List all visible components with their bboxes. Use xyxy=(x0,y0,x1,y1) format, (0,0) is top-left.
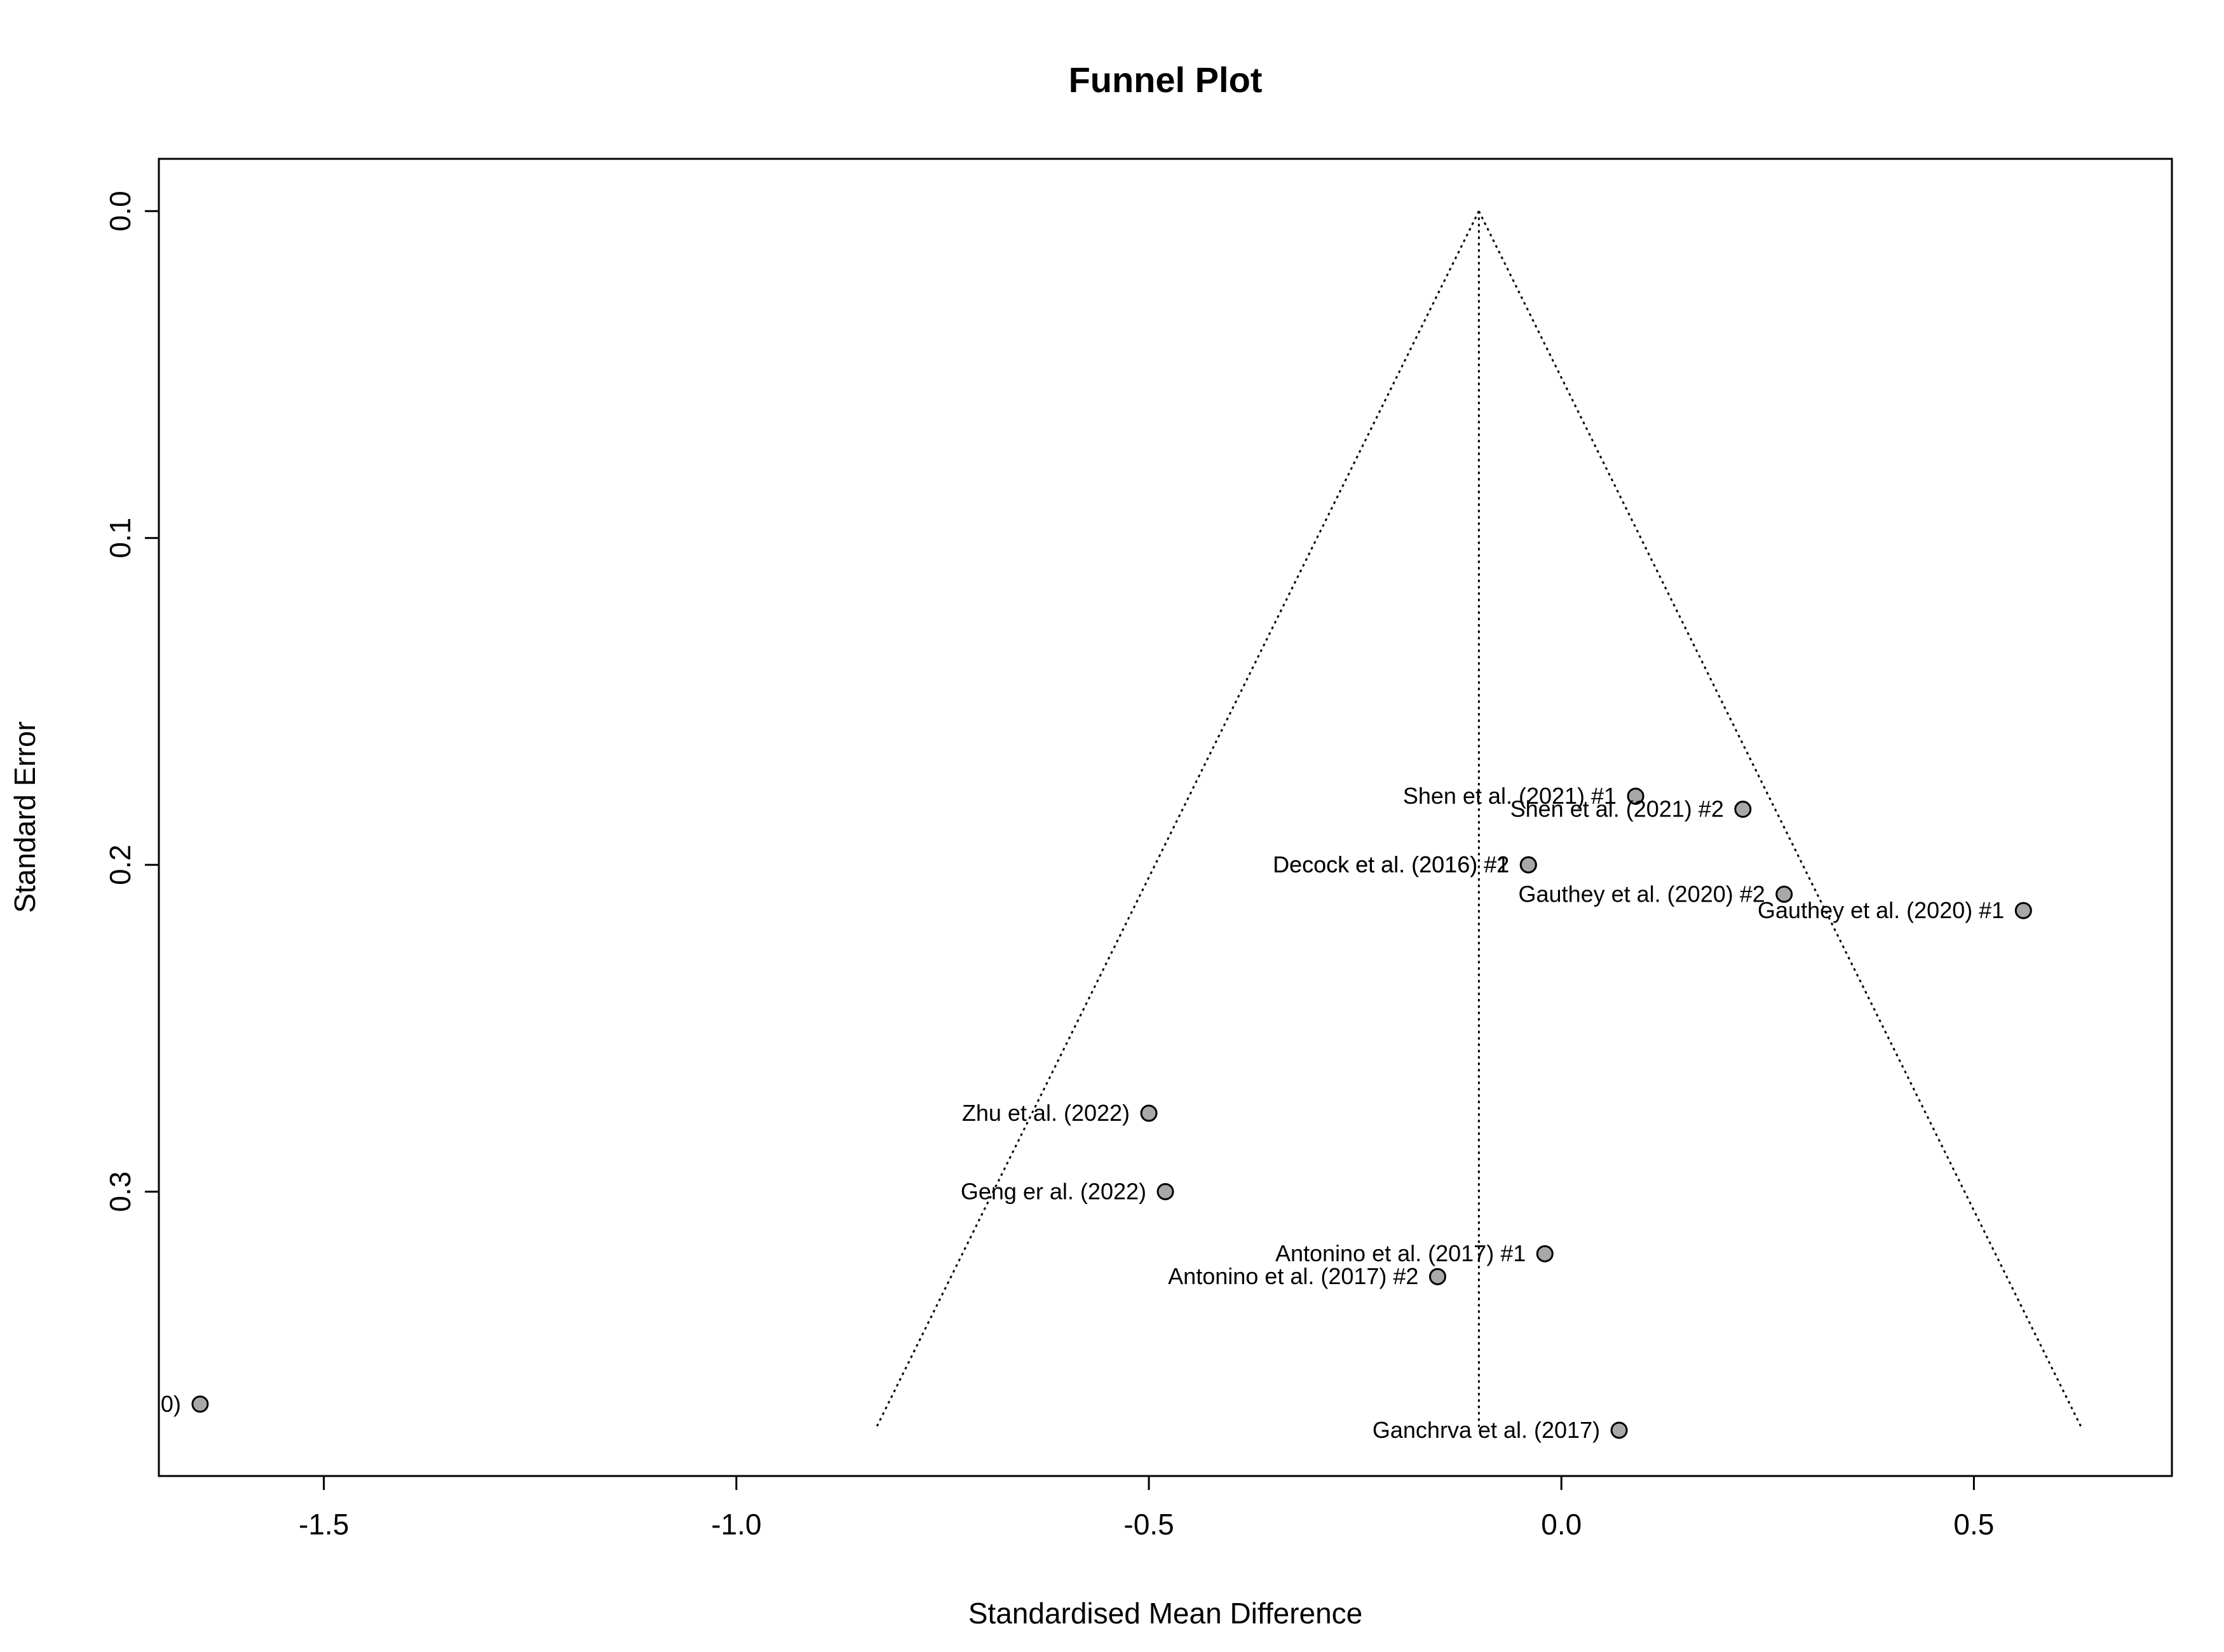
study-label: Gauthey et al. (2020) #1 xyxy=(1758,897,2004,923)
y-axis: 0.0 0.1 0.2 0.3 xyxy=(104,191,159,1212)
study-label: Gauthey et al. (2020) #2 xyxy=(1519,881,1765,907)
study-point xyxy=(1610,1421,1628,1439)
plot-frame xyxy=(158,158,2173,1477)
study-point xyxy=(1156,1182,1174,1200)
study-point xyxy=(1734,801,1752,818)
study-label: Antonino et al. (2017) #2 xyxy=(1168,1263,1418,1289)
study-label: 0) xyxy=(161,1391,181,1417)
study-label: Shen et al. (2021) #2 xyxy=(1510,796,1724,822)
x-axis-label: Standardised Mean Difference xyxy=(968,1597,1363,1630)
study-point xyxy=(1519,856,1537,874)
y-tick-label: 0.0 xyxy=(104,191,137,231)
study-point xyxy=(1428,1268,1446,1285)
x-tick-label: -1.0 xyxy=(711,1508,761,1541)
x-axis: -1.5 -1.0 -0.5 0.0 0.5 xyxy=(299,1476,1994,1541)
x-tick-label: 0.0 xyxy=(1541,1508,1582,1541)
study-label: Ganchrva et al. (2017) xyxy=(1373,1417,1600,1443)
study-point xyxy=(1627,787,1644,805)
y-tick-label: 0.1 xyxy=(104,518,137,559)
x-tick-label: 0.5 xyxy=(1953,1508,1994,1541)
y-tick-label: 0.2 xyxy=(104,844,137,885)
study-point xyxy=(2014,902,2032,919)
x-tick-label: -1.5 xyxy=(299,1508,349,1541)
x-tick-label: -0.5 xyxy=(1123,1508,1174,1541)
y-tick-label: 0.3 xyxy=(104,1172,137,1212)
study-point xyxy=(191,1395,209,1413)
study-label: Shen et al. (2021) #1 xyxy=(1403,783,1617,809)
study-label: Decock et al. (2016) #2 xyxy=(1273,851,1509,877)
study-point xyxy=(1536,1245,1554,1263)
study-label: Decock et al. (2016) #1 xyxy=(1273,851,1509,877)
chart-title: Funnel Plot xyxy=(1069,60,1263,100)
study-label: Zhu et al. (2022) xyxy=(962,1100,1130,1126)
study-point xyxy=(1775,885,1793,903)
study-label: Antonino et al. (2017) #1 xyxy=(1275,1240,1526,1266)
study-label: Geng er al. (2022) xyxy=(961,1178,1146,1204)
y-axis-label: Standard Error xyxy=(8,721,41,913)
study-point xyxy=(1140,1104,1158,1122)
